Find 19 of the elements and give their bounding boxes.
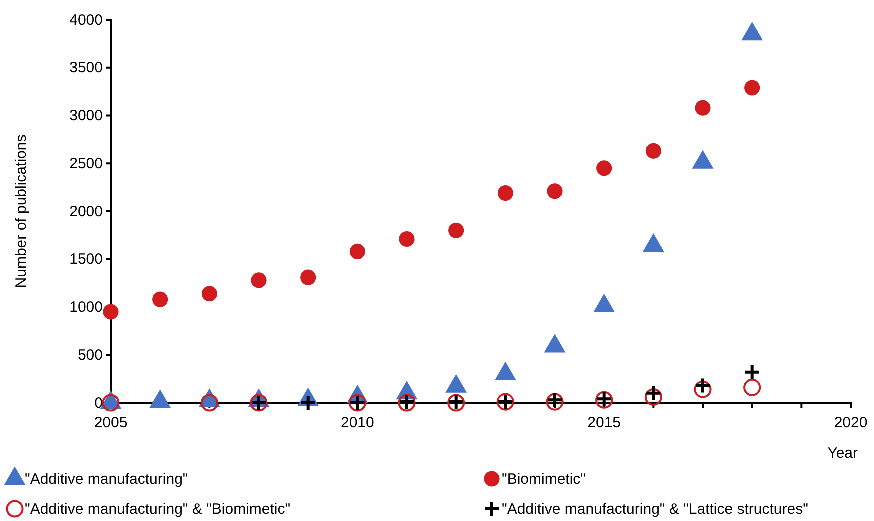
x-tick-label: 2020: [834, 414, 868, 432]
y-tick-label: 500: [78, 346, 103, 364]
x-tick-label: 2005: [94, 414, 128, 432]
y-tick-label: 1000: [70, 299, 103, 316]
x-tick-label: 2010: [340, 414, 374, 432]
legend-label: "Additive manufacturing" & "Lattice structures": [502, 501, 808, 518]
y-tick-label: 2000: [70, 203, 103, 220]
y-tick-label: 3500: [70, 60, 103, 77]
y-axis-title: Number of publications: [13, 134, 30, 288]
y-tick-label: 2500: [70, 155, 103, 172]
legend-label: "Biomimetic": [502, 471, 586, 488]
y-tick-label: 3000: [70, 108, 103, 125]
legend-label: "Additive manufacturing" & "Biomimetic": [25, 501, 291, 518]
x-tick-label: 2015: [588, 414, 622, 432]
legend-label: "Additive manufacturing": [25, 471, 188, 488]
y-tick-label: 4000: [70, 12, 103, 29]
y-tick-label: 0: [94, 394, 103, 412]
x-axis-title: Year: [828, 445, 858, 462]
y-tick-label: 1500: [70, 251, 103, 268]
